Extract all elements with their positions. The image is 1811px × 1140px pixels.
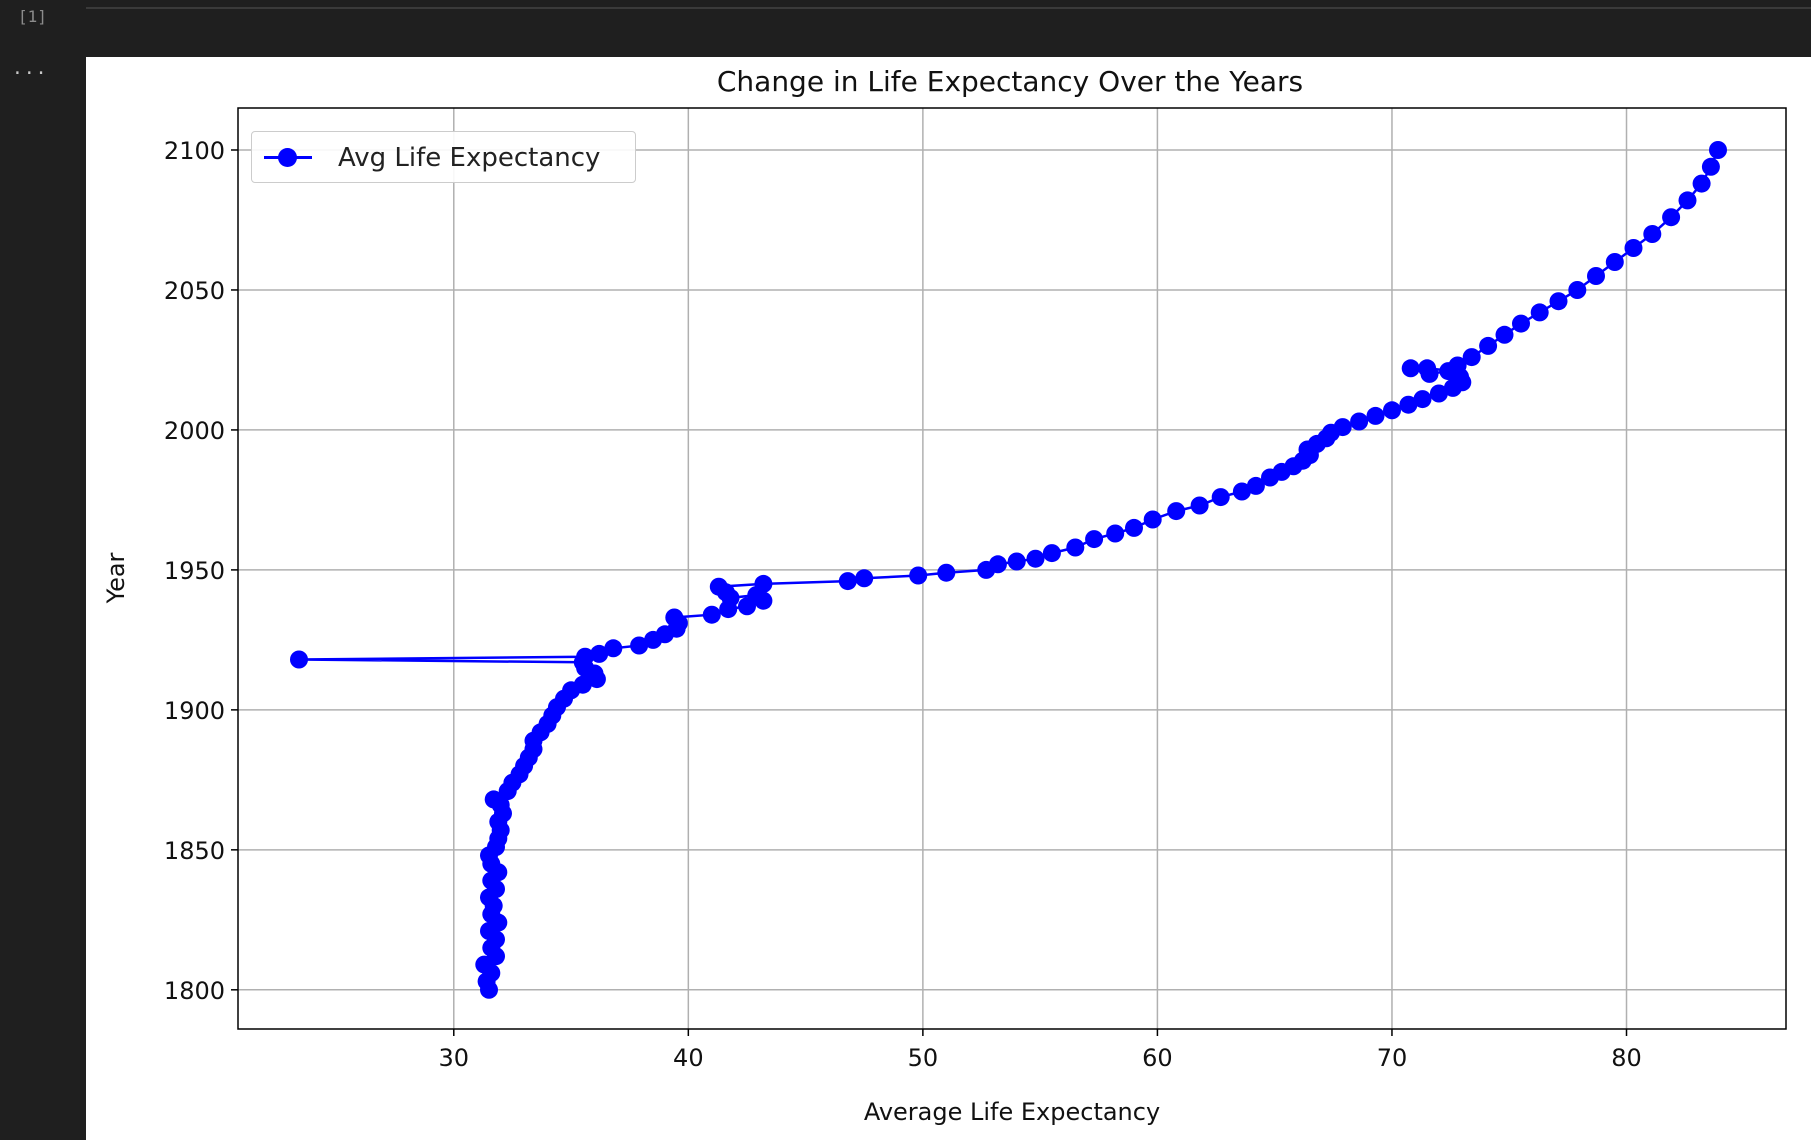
series-layer [290, 141, 1727, 999]
data-point [604, 639, 623, 658]
y-tick-label: 2050 [164, 277, 225, 305]
data-point [1350, 412, 1369, 431]
data-point [1420, 364, 1439, 383]
data-point [1085, 530, 1104, 549]
data-point [1692, 174, 1711, 193]
data-point [290, 650, 308, 669]
data-point [1709, 141, 1727, 159]
data-point [838, 572, 857, 591]
data-point [1383, 401, 1401, 420]
data-point [1143, 510, 1162, 529]
cell-output: Change in Life Expectancy Over the Years… [86, 57, 1811, 1140]
axis-ticks: 30 40 50 60 70 80 1800 1850 1900 1950 2000 2050 2100 [164, 137, 1642, 1072]
data-point [665, 608, 684, 627]
data-point [1413, 390, 1432, 409]
data-point [1678, 191, 1697, 210]
cell-gutter: [1] ... [0, 0, 86, 1140]
data-point [630, 636, 649, 655]
data-point [1246, 476, 1265, 495]
data-point [576, 647, 595, 666]
data-point [590, 644, 609, 663]
data-point [754, 574, 773, 593]
data-point [1167, 502, 1186, 521]
data-point [1232, 482, 1251, 501]
chart-legend: Avg Life Expectancy [251, 131, 636, 183]
y-axis-label: Year [102, 552, 130, 604]
data-point [1587, 267, 1605, 285]
data-point [855, 569, 874, 588]
x-tick-label: 60 [1142, 1044, 1173, 1072]
chart-title: Change in Life Expectancy Over the Years [717, 65, 1303, 98]
x-tick-label: 40 [673, 1044, 704, 1072]
data-point [1495, 325, 1514, 344]
legend-label: Avg Life Expectancy [338, 143, 601, 173]
data-point [1333, 418, 1352, 437]
data-point [1007, 552, 1026, 571]
data-point [1429, 384, 1448, 403]
data-point [1366, 406, 1385, 425]
data-point [1190, 496, 1209, 515]
data-point [1643, 225, 1662, 243]
data-point [1399, 395, 1418, 414]
data-point [573, 675, 592, 694]
data-point [1549, 292, 1568, 311]
data-point [1605, 253, 1624, 271]
y-tick-label: 1950 [164, 557, 225, 585]
data-point [1211, 488, 1230, 507]
data-point [1701, 157, 1720, 176]
x-tick-label: 50 [908, 1044, 939, 1072]
data-point [1624, 239, 1643, 257]
x-tick-label: 80 [1611, 1044, 1642, 1072]
x-axis-label: Average Life Expectancy [864, 1098, 1160, 1126]
data-point [1066, 538, 1085, 557]
data-point [484, 790, 503, 809]
data-point [909, 566, 928, 585]
data-point [937, 563, 956, 582]
y-tick-label: 2100 [164, 137, 225, 165]
data-point [1512, 314, 1530, 333]
data-point [1042, 544, 1061, 563]
data-point [1530, 303, 1549, 322]
y-tick-label: 2000 [164, 417, 225, 445]
data-point [702, 605, 721, 624]
y-tick-label: 1900 [164, 697, 225, 725]
data-point [1106, 524, 1125, 543]
data-point [1448, 356, 1467, 375]
cell-top-bar [0, 0, 1811, 10]
x-tick-label: 30 [439, 1044, 470, 1072]
data-point [1568, 281, 1587, 299]
data-point [988, 555, 1007, 574]
plot-frame [237, 107, 1787, 1030]
data-point [1462, 348, 1481, 367]
cell-top-divider [70, 7, 1811, 9]
data-point [1662, 208, 1681, 227]
line-chart: Change in Life Expectancy Over the Years… [102, 65, 1787, 1126]
data-point [709, 577, 728, 596]
output-more-actions-button[interactable]: ... [12, 58, 48, 79]
legend-marker-swatch [278, 148, 297, 167]
data-point [1125, 518, 1143, 537]
execution-count: [1] [18, 7, 47, 26]
data-point [1401, 359, 1420, 378]
y-tick-label: 1850 [164, 837, 225, 865]
x-tick-label: 70 [1377, 1044, 1408, 1072]
data-point [1026, 549, 1045, 568]
data-point [1479, 336, 1498, 355]
y-tick-label: 1800 [164, 977, 225, 1005]
